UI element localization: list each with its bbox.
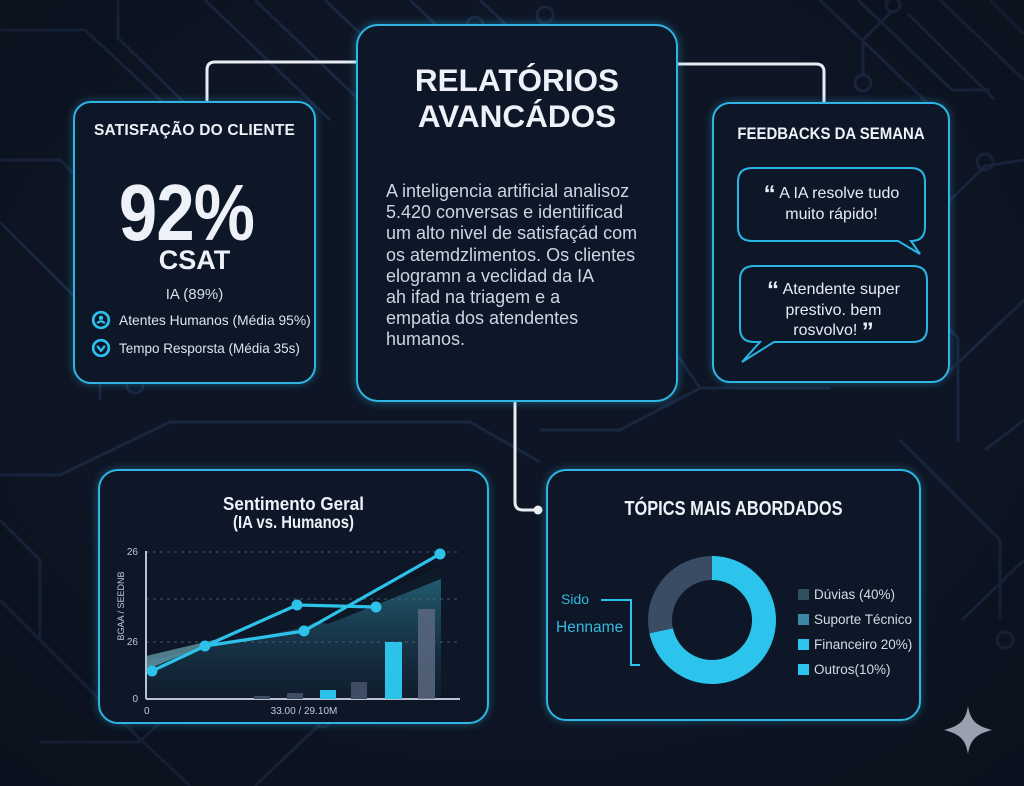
svg-text:Henname: Henname [556,619,623,636]
svg-text:33.00 / 29.10M: 33.00 / 29.10M [271,706,338,717]
svg-text:BGAA / SEEDNB: BGAA / SEEDNB [116,571,126,640]
svg-text:0: 0 [132,694,138,705]
svg-text:Financeiro 20%): Financeiro 20%) [814,637,912,652]
svg-text:Dúvias (40%): Dúvias (40%) [814,587,895,602]
svg-text:26: 26 [127,547,139,558]
svg-text:0: 0 [144,706,150,717]
svg-text:Suporte Técnico: Suporte Técnico [814,612,912,627]
svg-text:Sido: Sido [561,591,589,607]
svg-text:Outros(10%): Outros(10%) [814,662,891,677]
svg-text:26: 26 [127,637,139,648]
